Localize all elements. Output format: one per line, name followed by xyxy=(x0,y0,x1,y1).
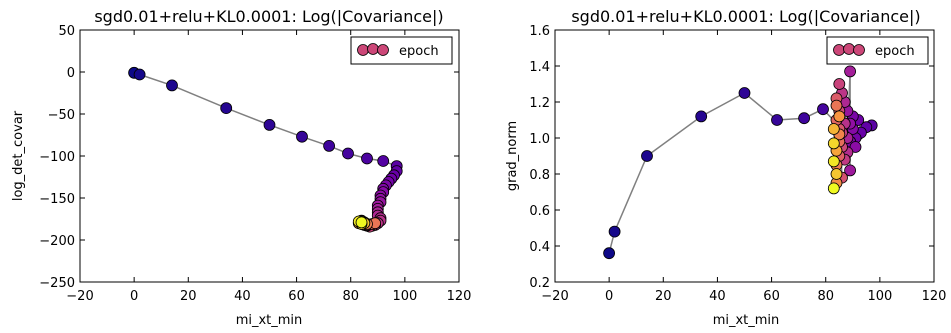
right-legend-marker-2 xyxy=(843,43,855,55)
left-data-point xyxy=(377,155,390,167)
left-y-tick-label: −100 xyxy=(39,150,75,165)
right-y-tick-label: 0.2 xyxy=(529,276,550,291)
left-data-point xyxy=(133,68,146,81)
right-chart-title: sgd0.01+relu+KL0.0001: Log(|Covariance|) xyxy=(571,7,920,26)
right-data-point xyxy=(849,141,862,153)
right-data-point xyxy=(695,110,708,123)
right-legend-label: epoch xyxy=(875,44,915,59)
left-legend-box xyxy=(350,36,453,65)
left-legend-marker-1 xyxy=(357,44,369,56)
left-y-tick-label: −50 xyxy=(48,108,75,123)
left-data-point xyxy=(166,79,178,92)
right-x-tick-label: 80 xyxy=(817,289,834,304)
left-chart-panel: sgd0.01+relu+KL0.0001: Log(|Covariance|)… xyxy=(11,7,471,328)
left-x-tick-label: 80 xyxy=(342,289,359,304)
left-x-axis-label: mi_xt_min xyxy=(236,313,303,328)
right-x-tick-label: 40 xyxy=(709,289,726,304)
right-y-tick-label: 0.4 xyxy=(529,240,550,255)
left-y-axis-label: log_det_covar xyxy=(11,110,26,201)
right-data-point xyxy=(833,78,846,90)
left-data-point xyxy=(220,102,233,114)
right-x-tick-label: −20 xyxy=(541,289,568,304)
left-plot-frame xyxy=(79,29,460,283)
right-y-tick-label: 1.0 xyxy=(529,132,550,147)
right-data-point xyxy=(798,112,810,125)
right-chart-panel: sgd0.01+relu+KL0.0001: Log(|Covariance|)… xyxy=(505,7,946,328)
right-y-tick-label: 1.6 xyxy=(529,24,550,39)
left-legend-label: epoch xyxy=(399,44,439,59)
right-data-point xyxy=(844,65,856,78)
right-x-tick-label: 0 xyxy=(605,289,613,304)
left-data-point xyxy=(296,130,308,143)
left-legend-marker-3 xyxy=(377,44,389,56)
right-data-point xyxy=(833,110,846,123)
right-plot-frame xyxy=(554,29,935,283)
right-data-point xyxy=(830,168,843,180)
right-data-point xyxy=(817,103,829,116)
right-legend: epoch xyxy=(826,36,929,65)
left-y-tick-label: 50 xyxy=(58,24,75,39)
right-data-point xyxy=(771,114,783,126)
left-chart-title: sgd0.01+relu+KL0.0001: Log(|Covariance|) xyxy=(94,7,443,26)
left-x-tick-label: 0 xyxy=(130,289,138,304)
right-axis-ticks: −20 0 20 40 60 80 100 120 0.2 0.4 0.6 0.8 1.0 1.2 1.4 1… xyxy=(529,24,946,304)
right-data-point xyxy=(603,247,615,260)
left-x-tick-label: 60 xyxy=(288,289,305,304)
right-y-tick-label: 1.4 xyxy=(529,60,550,75)
left-x-tick-label: 40 xyxy=(234,289,251,304)
right-x-tick-label: 60 xyxy=(763,289,780,304)
right-data-point xyxy=(738,87,751,99)
right-x-tick-label: 120 xyxy=(922,289,947,304)
right-data-points xyxy=(603,65,878,260)
right-data-point xyxy=(827,123,840,135)
left-y-tick-label: 0 xyxy=(67,66,75,81)
left-trajectory-line xyxy=(133,72,398,228)
right-x-tick-label: 20 xyxy=(655,289,672,304)
left-data-points xyxy=(128,66,403,233)
left-x-tick-label: 100 xyxy=(392,289,417,304)
right-data-point xyxy=(830,99,843,112)
right-x-tick-label: 100 xyxy=(867,289,892,304)
right-y-tick-label: 0.6 xyxy=(529,204,550,219)
right-data-point xyxy=(844,164,856,177)
right-x-axis-label: mi_xt_min xyxy=(713,313,780,328)
right-y-tick-label: 1.2 xyxy=(529,96,550,111)
left-data-point xyxy=(361,152,373,165)
left-legend: epoch xyxy=(350,36,453,65)
left-data-point xyxy=(342,147,354,160)
left-trajectory-path xyxy=(133,72,398,228)
right-legend-marker-3 xyxy=(853,44,865,56)
left-y-tick-label: −150 xyxy=(39,192,75,207)
left-x-tick-label: 120 xyxy=(447,289,472,304)
left-y-tick-label: −200 xyxy=(39,234,75,249)
right-data-point xyxy=(827,137,840,150)
left-legend-marker-2 xyxy=(367,43,379,55)
right-data-point xyxy=(827,155,840,168)
right-y-axis-label: grad_norm xyxy=(505,121,520,191)
right-data-point xyxy=(641,150,653,162)
right-data-point xyxy=(608,225,621,238)
left-data-point xyxy=(323,139,336,152)
right-data-point xyxy=(827,182,840,195)
right-legend-marker-1 xyxy=(833,44,845,56)
left-x-tick-label: 20 xyxy=(180,289,197,304)
left-y-tick-label: −250 xyxy=(39,276,75,291)
right-y-tick-label: 0.8 xyxy=(529,168,550,183)
left-x-tick-label: −20 xyxy=(66,289,93,304)
left-data-point xyxy=(263,119,276,131)
left-data-point xyxy=(355,216,368,229)
